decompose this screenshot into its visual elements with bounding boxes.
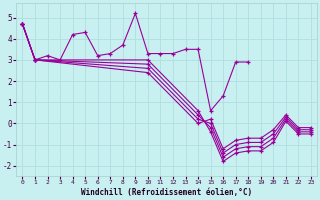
X-axis label: Windchill (Refroidissement éolien,°C): Windchill (Refroidissement éolien,°C)	[81, 188, 252, 197]
